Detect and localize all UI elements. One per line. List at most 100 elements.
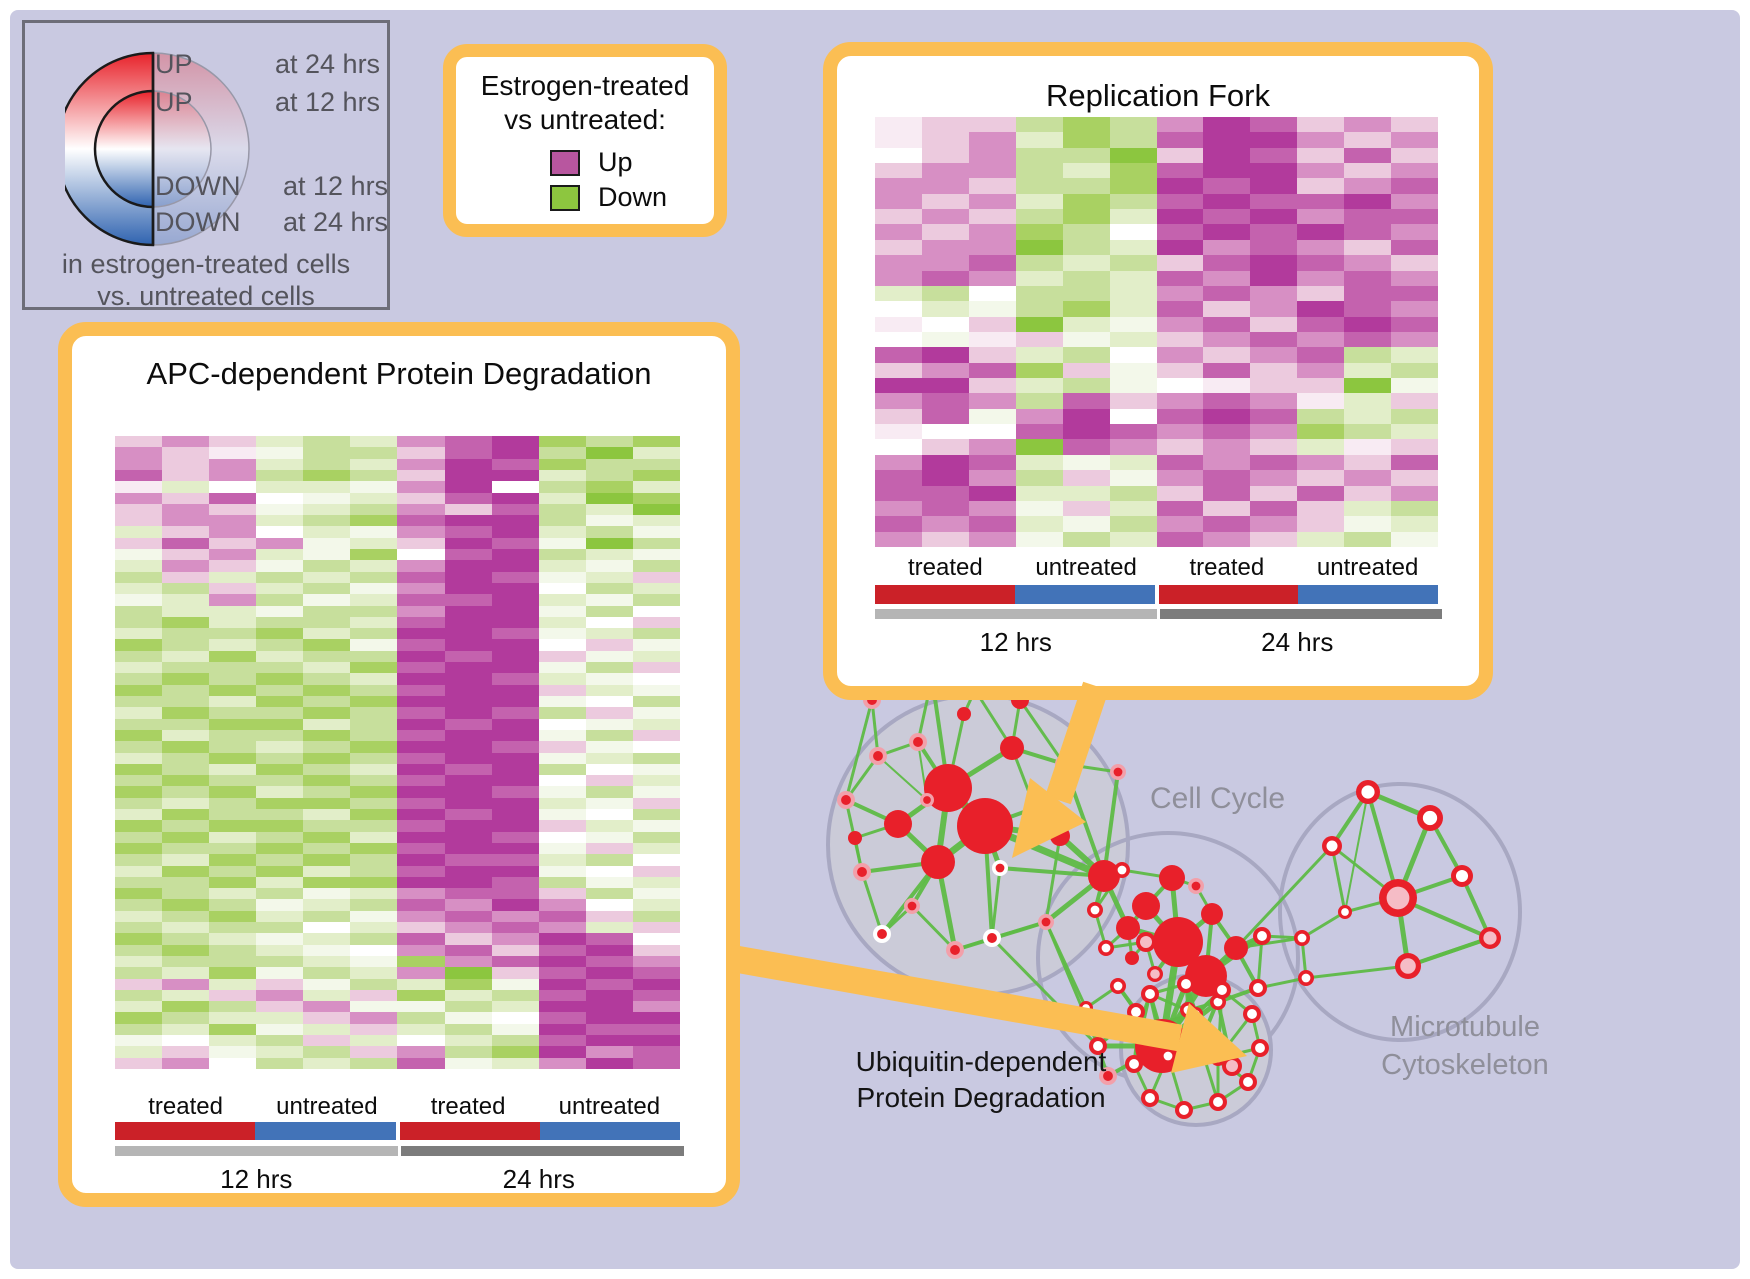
heatmap-cell: [1250, 516, 1298, 532]
heatmap-cell: [585, 741, 633, 753]
heatmap-cell: [162, 560, 210, 572]
heatmap-cell: [491, 628, 539, 640]
heatmap-cell: [632, 944, 680, 956]
heatmap-cell: [1250, 224, 1298, 240]
heatmap-cell: [538, 1023, 586, 1036]
heatmap-cell: [397, 684, 445, 696]
heatmap-cell: [538, 955, 586, 968]
heatmap-cell: [350, 820, 398, 832]
heatmap-cell: [632, 910, 680, 923]
heatmap-cell: [115, 481, 163, 493]
heatmap-cell: [921, 209, 969, 225]
heatmap-cell: [350, 605, 398, 617]
heatmap-cell: [256, 1046, 304, 1058]
heatmap-cell: [632, 616, 680, 629]
heatmap-cell: [350, 639, 398, 651]
heatmap-cell: [444, 899, 492, 911]
group-label: treated: [1189, 554, 1265, 581]
heatmap-cell: [538, 628, 586, 640]
heatmap-cell: [303, 1057, 351, 1069]
key-caption-line2: vs. untreated cells: [97, 281, 315, 311]
timepoint-label: 24 hrs: [502, 1164, 575, 1194]
heatmap-cell: [632, 492, 680, 504]
heatmap-cell: [632, 854, 680, 866]
heatmap-cell: [1015, 470, 1063, 486]
heatmap-cell: [585, 910, 633, 923]
heatmap-cell: [1297, 163, 1345, 179]
condition-bar-segment: [255, 1122, 396, 1140]
heatmap-cell: [162, 447, 210, 459]
heatmap-cell: [1344, 378, 1392, 394]
heatmap-cell: [209, 481, 257, 493]
heatmap-cell: [303, 729, 351, 742]
heatmap-cell: [1109, 163, 1157, 179]
heatmap-cell: [444, 605, 492, 617]
heatmap-cell: [632, 763, 680, 776]
heatmap-cell: [585, 481, 633, 493]
heatmap-cell: [209, 967, 257, 979]
heatmap-cell: [968, 301, 1016, 317]
heatmap-cell: [491, 786, 539, 798]
heatmap-apc: [115, 436, 680, 1069]
heatmap-cell: [1109, 301, 1157, 317]
heatmap-cell: [115, 763, 163, 776]
heatmap-cell: [632, 922, 680, 934]
heatmap-cell: [585, 809, 633, 821]
heatmap-cell: [256, 752, 304, 764]
group-label: untreated: [558, 1093, 661, 1120]
heatmap-cell: [1344, 470, 1392, 486]
heatmap-cell: [632, 639, 680, 651]
heatmap-cell: [585, 673, 633, 685]
heatmap-cell: [491, 831, 539, 843]
heatmap-cell: [209, 933, 257, 945]
heatmap-cell: [491, 978, 539, 990]
heatmap-cell: [303, 537, 351, 550]
heatmap-cell: [1344, 285, 1392, 302]
heatmap-cell: [1203, 408, 1251, 425]
heatmap-cell: [256, 1057, 304, 1069]
timepoint-bar: [875, 609, 1442, 619]
heatmap-cell: [585, 447, 633, 459]
legend-item-label: Up: [598, 147, 633, 177]
heatmap-cell: [1062, 255, 1110, 271]
heatmap-cell: [115, 469, 163, 482]
heatmap-cell: [968, 500, 1016, 517]
heatmap-cell: [875, 454, 922, 471]
heatmap-cell: [921, 224, 969, 240]
heatmap-cell: [303, 481, 351, 493]
heatmap-cell: [1297, 117, 1345, 133]
heatmap-cell: [1015, 454, 1063, 471]
key-down-12: DOWN: [155, 171, 241, 201]
heatmap-cell: [162, 594, 210, 606]
heatmap-cell: [875, 439, 922, 455]
heatmap-cell: [1203, 470, 1251, 486]
heatmap-cell: [303, 469, 351, 482]
heatmap-cell: [303, 741, 351, 753]
heatmap-cell: [162, 820, 210, 832]
heatmap-cell: [538, 650, 586, 663]
heatmap-cell: [1203, 209, 1251, 225]
heatmap-cell: [303, 1012, 351, 1024]
heatmap-cell: [444, 820, 492, 832]
heatmap-cell: [444, 695, 492, 708]
heatmap-cell: [1109, 255, 1157, 271]
heatmap-cell: [209, 594, 257, 606]
heatmap-cell: [350, 571, 398, 583]
heatmap-cell: [968, 516, 1016, 532]
heatmap-cell: [585, 899, 633, 911]
heatmap-cell: [538, 605, 586, 617]
heatmap-cell: [585, 594, 633, 606]
heatmap-cell: [350, 1035, 398, 1047]
heatmap-cell: [350, 707, 398, 719]
heatmap-cell: [256, 560, 304, 572]
heatmap-cell: [397, 707, 445, 719]
heatmap-cell: [303, 650, 351, 663]
cluster-label-text: Protein Degradation: [856, 1082, 1106, 1113]
heatmap-cell: [632, 560, 680, 572]
heatmap-cell: [444, 526, 492, 538]
heatmap-cell: [303, 786, 351, 798]
heatmap-cell: [1062, 393, 1110, 409]
timepoint-label: 24 hrs: [1261, 627, 1334, 657]
heatmap-cell: [115, 797, 163, 810]
heatmap-cell: [162, 831, 210, 843]
